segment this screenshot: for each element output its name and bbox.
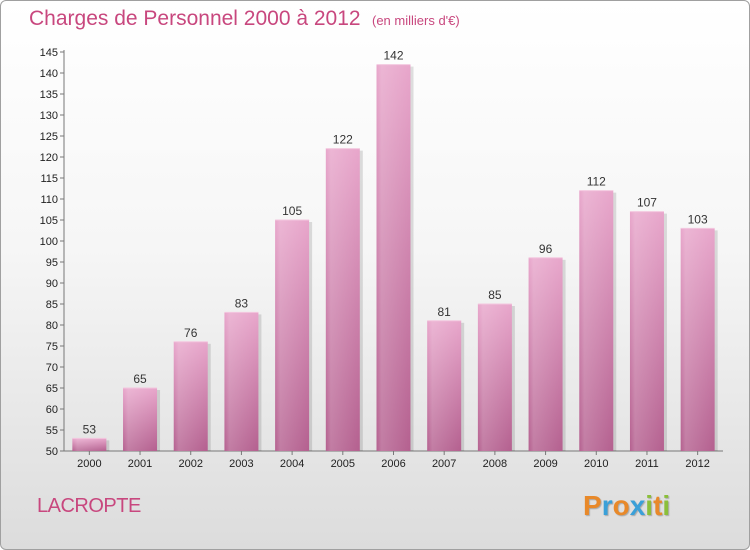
brand-letter: o: [612, 490, 630, 521]
value-label-2004: 105: [282, 204, 302, 218]
value-label-2007: 81: [438, 305, 452, 319]
x-tick-label-2008: 2008: [483, 458, 507, 470]
bar-highlight: [376, 64, 411, 451]
x-tick-label-2001: 2001: [128, 458, 152, 470]
x-tick-label-2000: 2000: [77, 458, 101, 470]
y-tick-label: 100: [40, 236, 58, 248]
y-tick-label: 105: [40, 215, 58, 227]
bar-highlight: [123, 388, 158, 451]
y-tick-label: 110: [40, 194, 58, 206]
y-tick: 65: [46, 383, 64, 395]
y-tick: 75: [46, 341, 64, 353]
brand-letter: i: [662, 490, 671, 521]
y-tick: 130: [40, 110, 64, 122]
y-tick: 85: [46, 299, 64, 311]
value-label-2008: 85: [488, 288, 502, 302]
bar-highlight: [477, 304, 512, 451]
y-tick: 95: [46, 257, 64, 269]
commune-name: LACROPTE: [37, 495, 141, 517]
y-tick-label: 60: [46, 404, 58, 416]
y-tick-label: 55: [46, 425, 58, 437]
bar-highlight: [427, 320, 462, 451]
chart-subtitle: (en milliers d'€): [372, 13, 460, 28]
y-tick-label: 50: [46, 446, 58, 458]
y-tick-label: 85: [46, 299, 58, 311]
x-tick-label-2007: 2007: [432, 458, 456, 470]
y-tick-label: 65: [46, 383, 58, 395]
y-tick-label: 120: [40, 152, 58, 164]
y-tick: 90: [46, 278, 64, 290]
brand-letter: t: [653, 490, 663, 521]
bars: [72, 64, 718, 451]
y-tick: 135: [40, 89, 64, 101]
x-tick-label-2009: 2009: [533, 458, 557, 470]
value-label-2009: 96: [539, 242, 553, 256]
x-tick-label-2010: 2010: [584, 458, 608, 470]
y-tick-label: 135: [40, 89, 58, 101]
y-tick-label: 80: [46, 320, 58, 332]
value-labels: 53 65 76 83 105 122 142 81 85 96 112 107 103: [83, 49, 708, 437]
y-tick-label: 75: [46, 341, 58, 353]
y-tick-label: 115: [40, 173, 58, 185]
value-label-2011: 107: [637, 196, 657, 210]
value-label-2010: 112: [587, 175, 606, 189]
y-tick: 110: [40, 194, 64, 206]
y-tick-label: 125: [40, 131, 58, 143]
y-tick: 70: [46, 362, 64, 374]
value-label-2001: 65: [133, 372, 147, 386]
value-label-2000: 53: [83, 422, 97, 436]
x-tick-label-2011: 2011: [635, 458, 659, 470]
y-tick-label: 90: [46, 278, 58, 290]
bar-highlight: [680, 228, 715, 451]
y-tick-label: 130: [40, 110, 58, 122]
y-tick: 50: [46, 446, 64, 458]
y-tick: 60: [46, 404, 64, 416]
bar-highlight: [72, 438, 107, 451]
bar-highlight: [224, 312, 259, 451]
y-tick: 145: [40, 47, 64, 59]
x-tick-label-2004: 2004: [280, 458, 304, 470]
x-tick-label-2012: 2012: [685, 458, 709, 470]
y-tick: 125: [40, 131, 64, 143]
value-label-2006: 142: [383, 49, 403, 63]
x-tick-label-2006: 2006: [381, 458, 405, 470]
y-tick: 115: [40, 173, 64, 185]
bar-highlight: [579, 190, 614, 451]
bar-highlight: [325, 148, 360, 451]
y-tick: 80: [46, 320, 64, 332]
y-tick-label: 140: [40, 68, 58, 80]
chart-title: Charges de Personnel 2000 à 2012: [29, 7, 361, 30]
y-tick: 140: [40, 68, 64, 80]
x-tick-label-2003: 2003: [229, 458, 253, 470]
brand-letter: P: [583, 490, 602, 521]
bar-highlight: [173, 341, 208, 451]
x-tick-label-2002: 2002: [178, 458, 202, 470]
brand-logo[interactable]: Proxiti: [583, 490, 670, 522]
brand-letter: r: [601, 490, 613, 521]
x-tick-label-2005: 2005: [331, 458, 355, 470]
brand-letter: x: [629, 490, 646, 521]
y-tick: 55: [46, 425, 64, 437]
y-tick: 120: [40, 152, 64, 164]
value-label-2002: 76: [184, 326, 198, 340]
value-label-2005: 122: [333, 133, 353, 147]
y-tick-label: 70: [46, 362, 58, 374]
y-tick: 105: [40, 215, 64, 227]
bar-highlight: [629, 211, 664, 451]
y-tick: 100: [40, 236, 64, 248]
y-tick-label: 95: [46, 257, 58, 269]
value-label-2003: 83: [235, 296, 249, 310]
bar-highlight: [528, 257, 563, 451]
y-tick-label: 145: [40, 47, 58, 59]
brand-letter: i: [645, 490, 654, 521]
value-label-2012: 103: [688, 212, 708, 226]
bar-highlight: [275, 220, 310, 451]
